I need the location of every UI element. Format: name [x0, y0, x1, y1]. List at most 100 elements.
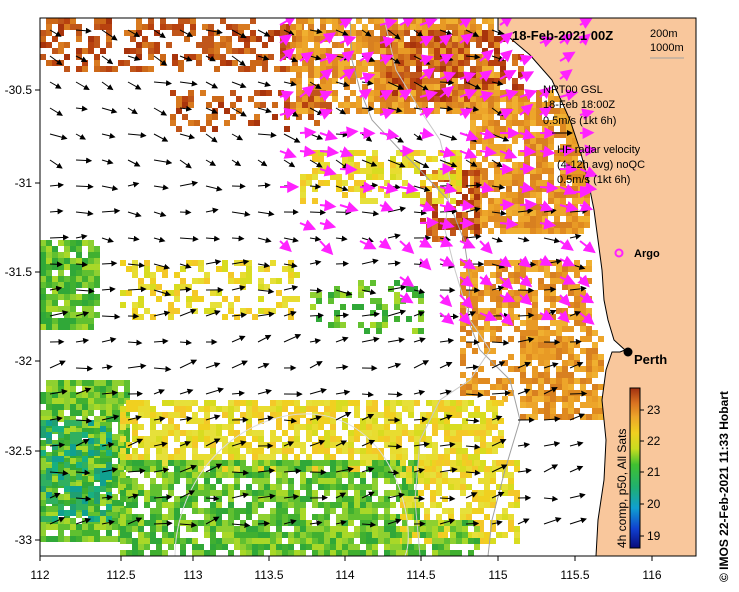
- gsl-arrow: [75, 517, 92, 525]
- gsl-arrow: [335, 336, 349, 343]
- gsl-arrow: [179, 29, 194, 37]
- radar-arrow: [299, 126, 317, 139]
- gsl-arrow: [387, 391, 403, 398]
- gsl-arrow: [205, 159, 217, 166]
- radar-arrow: [459, 108, 474, 120]
- gsl-arrow: [153, 55, 168, 66]
- argo-legend: Argo: [614, 248, 660, 260]
- radar-arrow: [399, 240, 415, 254]
- gsl-arrow: [49, 208, 64, 215]
- gsl-arrow: [153, 80, 172, 87]
- radar-arrow: [279, 18, 298, 27]
- radar-arrow: [479, 145, 498, 158]
- gsl-arrow: [101, 414, 120, 421]
- colorbar: 23 22 21 20 19 4h comp, p50, All Sats: [615, 387, 661, 549]
- y-tick-label: -31.5: [5, 265, 33, 279]
- gsl-arrow: [101, 260, 118, 267]
- gsl-arrow: [231, 55, 246, 67]
- gsl-arrow: [387, 81, 404, 90]
- gsl-arrow: [517, 361, 532, 369]
- gsl-arrow: [283, 262, 298, 269]
- gsl-legend-line1: NRT00 GSL: [543, 84, 603, 96]
- radar-arrow: [559, 200, 579, 213]
- gsl-arrow: [101, 390, 119, 396]
- radar-arrow: [419, 89, 439, 102]
- gsl-arrow: [179, 263, 192, 269]
- gsl-arrow: [49, 29, 62, 37]
- gsl-arrow: [569, 390, 588, 397]
- colorbar-tick-label: 19: [647, 529, 661, 543]
- gsl-arrow: [205, 414, 221, 421]
- radar-arrow: [499, 32, 514, 45]
- gsl-legend-line2: 18-Feb 18:00Z: [543, 99, 615, 111]
- gsl-arrow: [283, 159, 296, 168]
- radar-arrow: [577, 33, 591, 46]
- gsl-arrow: [257, 182, 271, 189]
- gsl-arrow: [75, 287, 95, 294]
- radar-arrow: [499, 217, 519, 230]
- gsl-arrow: [361, 258, 379, 265]
- radar-arrow: [459, 147, 478, 159]
- gsl-arrow: [569, 413, 586, 421]
- gsl-arrow: [231, 235, 245, 242]
- gsl-arrow: [309, 338, 322, 345]
- gsl-arrow: [49, 310, 69, 317]
- gsl-arrow: [283, 334, 302, 343]
- gsl-arrow: [101, 441, 115, 448]
- gsl-arrow: [49, 159, 63, 169]
- gsl-arrow: [101, 313, 121, 320]
- gsl-arrow: [361, 414, 375, 421]
- gsl-arrow: [413, 288, 426, 295]
- gsl-arrow: [543, 387, 558, 395]
- gsl-arrow: [127, 468, 146, 475]
- city-dot-icon: [623, 347, 633, 357]
- gsl-arrow: [309, 28, 323, 35]
- radar-arrow: [458, 312, 471, 326]
- gsl-arrow: [101, 158, 114, 165]
- radar-arrow: [479, 240, 493, 255]
- map-title: 18-Feb-2021 00Z: [512, 28, 613, 43]
- radar-arrow: [319, 199, 337, 212]
- gsl-arrow: [309, 312, 324, 319]
- gsl-arrow: [309, 81, 322, 90]
- radar-arrow: [418, 257, 432, 271]
- gsl-arrow: [101, 364, 113, 371]
- gsl-arrow: [205, 463, 223, 473]
- gsl-arrow: [413, 416, 428, 423]
- gsl-arrow: [439, 133, 458, 141]
- gsl-arrow: [127, 132, 147, 139]
- y-tick-label: -31: [15, 176, 33, 190]
- gsl-arrow: [153, 184, 169, 191]
- radar-arrow: [319, 32, 337, 44]
- gsl-arrow: [75, 469, 91, 476]
- radar-arrow: [439, 53, 454, 65]
- gsl-arrow: [101, 494, 114, 501]
- radar-arrow: [379, 18, 398, 30]
- gsl-arrow: [465, 492, 478, 499]
- gsl-arrow: [153, 159, 173, 166]
- gsl-arrow: [257, 159, 268, 167]
- gsl-arrow: [153, 133, 169, 142]
- gsl-arrow: [49, 360, 66, 369]
- radar-legend-line3: 0.5m/s (1kt 6h): [557, 174, 630, 186]
- gsl-arrow: [465, 81, 482, 90]
- gsl-arrow: [335, 440, 348, 447]
- radar-arrow: [439, 200, 457, 213]
- gsl-arrow: [543, 286, 557, 293]
- gsl-arrow: [335, 519, 347, 526]
- gsl-arrow: [413, 337, 426, 343]
- gsl-arrow: [517, 287, 535, 294]
- gsl-arrow: [127, 517, 143, 525]
- gsl-arrow: [413, 261, 426, 268]
- gsl-arrow: [387, 362, 402, 369]
- radar-arrow: [419, 127, 435, 140]
- gsl-arrow: [205, 207, 219, 214]
- depth-legend-1000m: 1000m: [650, 42, 684, 54]
- gsl-arrow: [75, 183, 94, 190]
- gsl-arrow: [517, 518, 530, 525]
- radar-arrow: [439, 312, 455, 325]
- gsl-arrow: [439, 337, 455, 344]
- gsl-arrow: [153, 338, 169, 345]
- gsl-arrow: [387, 337, 405, 344]
- gsl-arrow: [543, 464, 559, 473]
